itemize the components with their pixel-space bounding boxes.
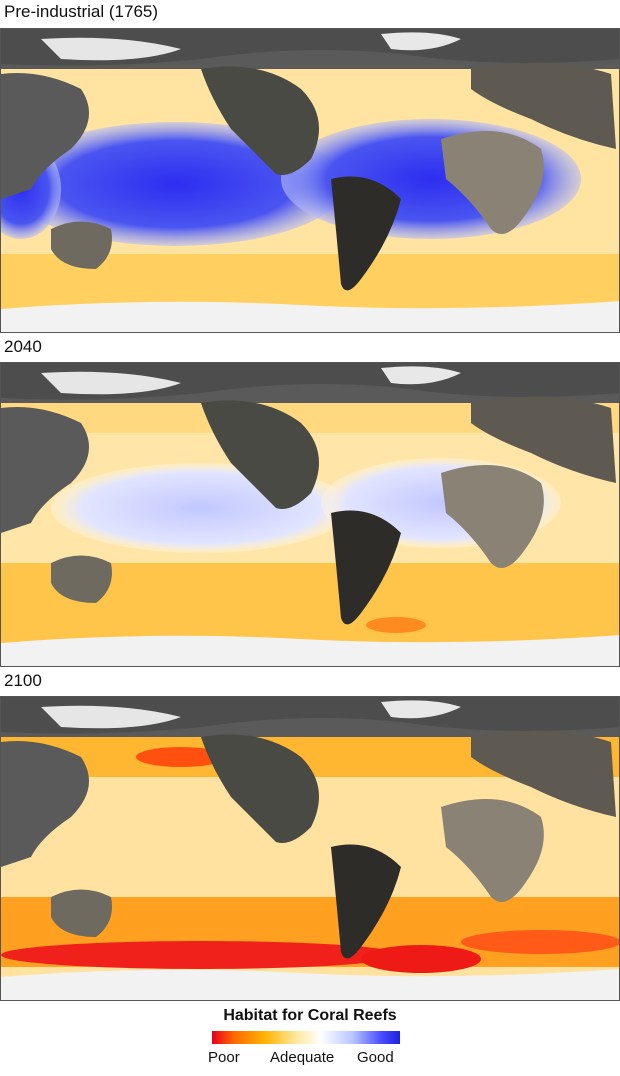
panel-title-2100: 2100 [4,671,42,690]
legend-label-poor: Poor [208,1049,240,1066]
legend-label-good: Good [357,1049,394,1066]
legend-title: Habitat for Coral Reefs [223,1007,397,1024]
panel-title-2040: 2040 [4,337,42,356]
map-2040 [0,362,620,667]
map-preindustrial [0,28,620,333]
panel-title-preindustrial: Pre-industrial (1765) [4,2,159,21]
legend-label-adequate: Adequate [270,1049,335,1066]
map-2100 [0,696,620,1001]
legend-color-bar [212,1031,400,1044]
